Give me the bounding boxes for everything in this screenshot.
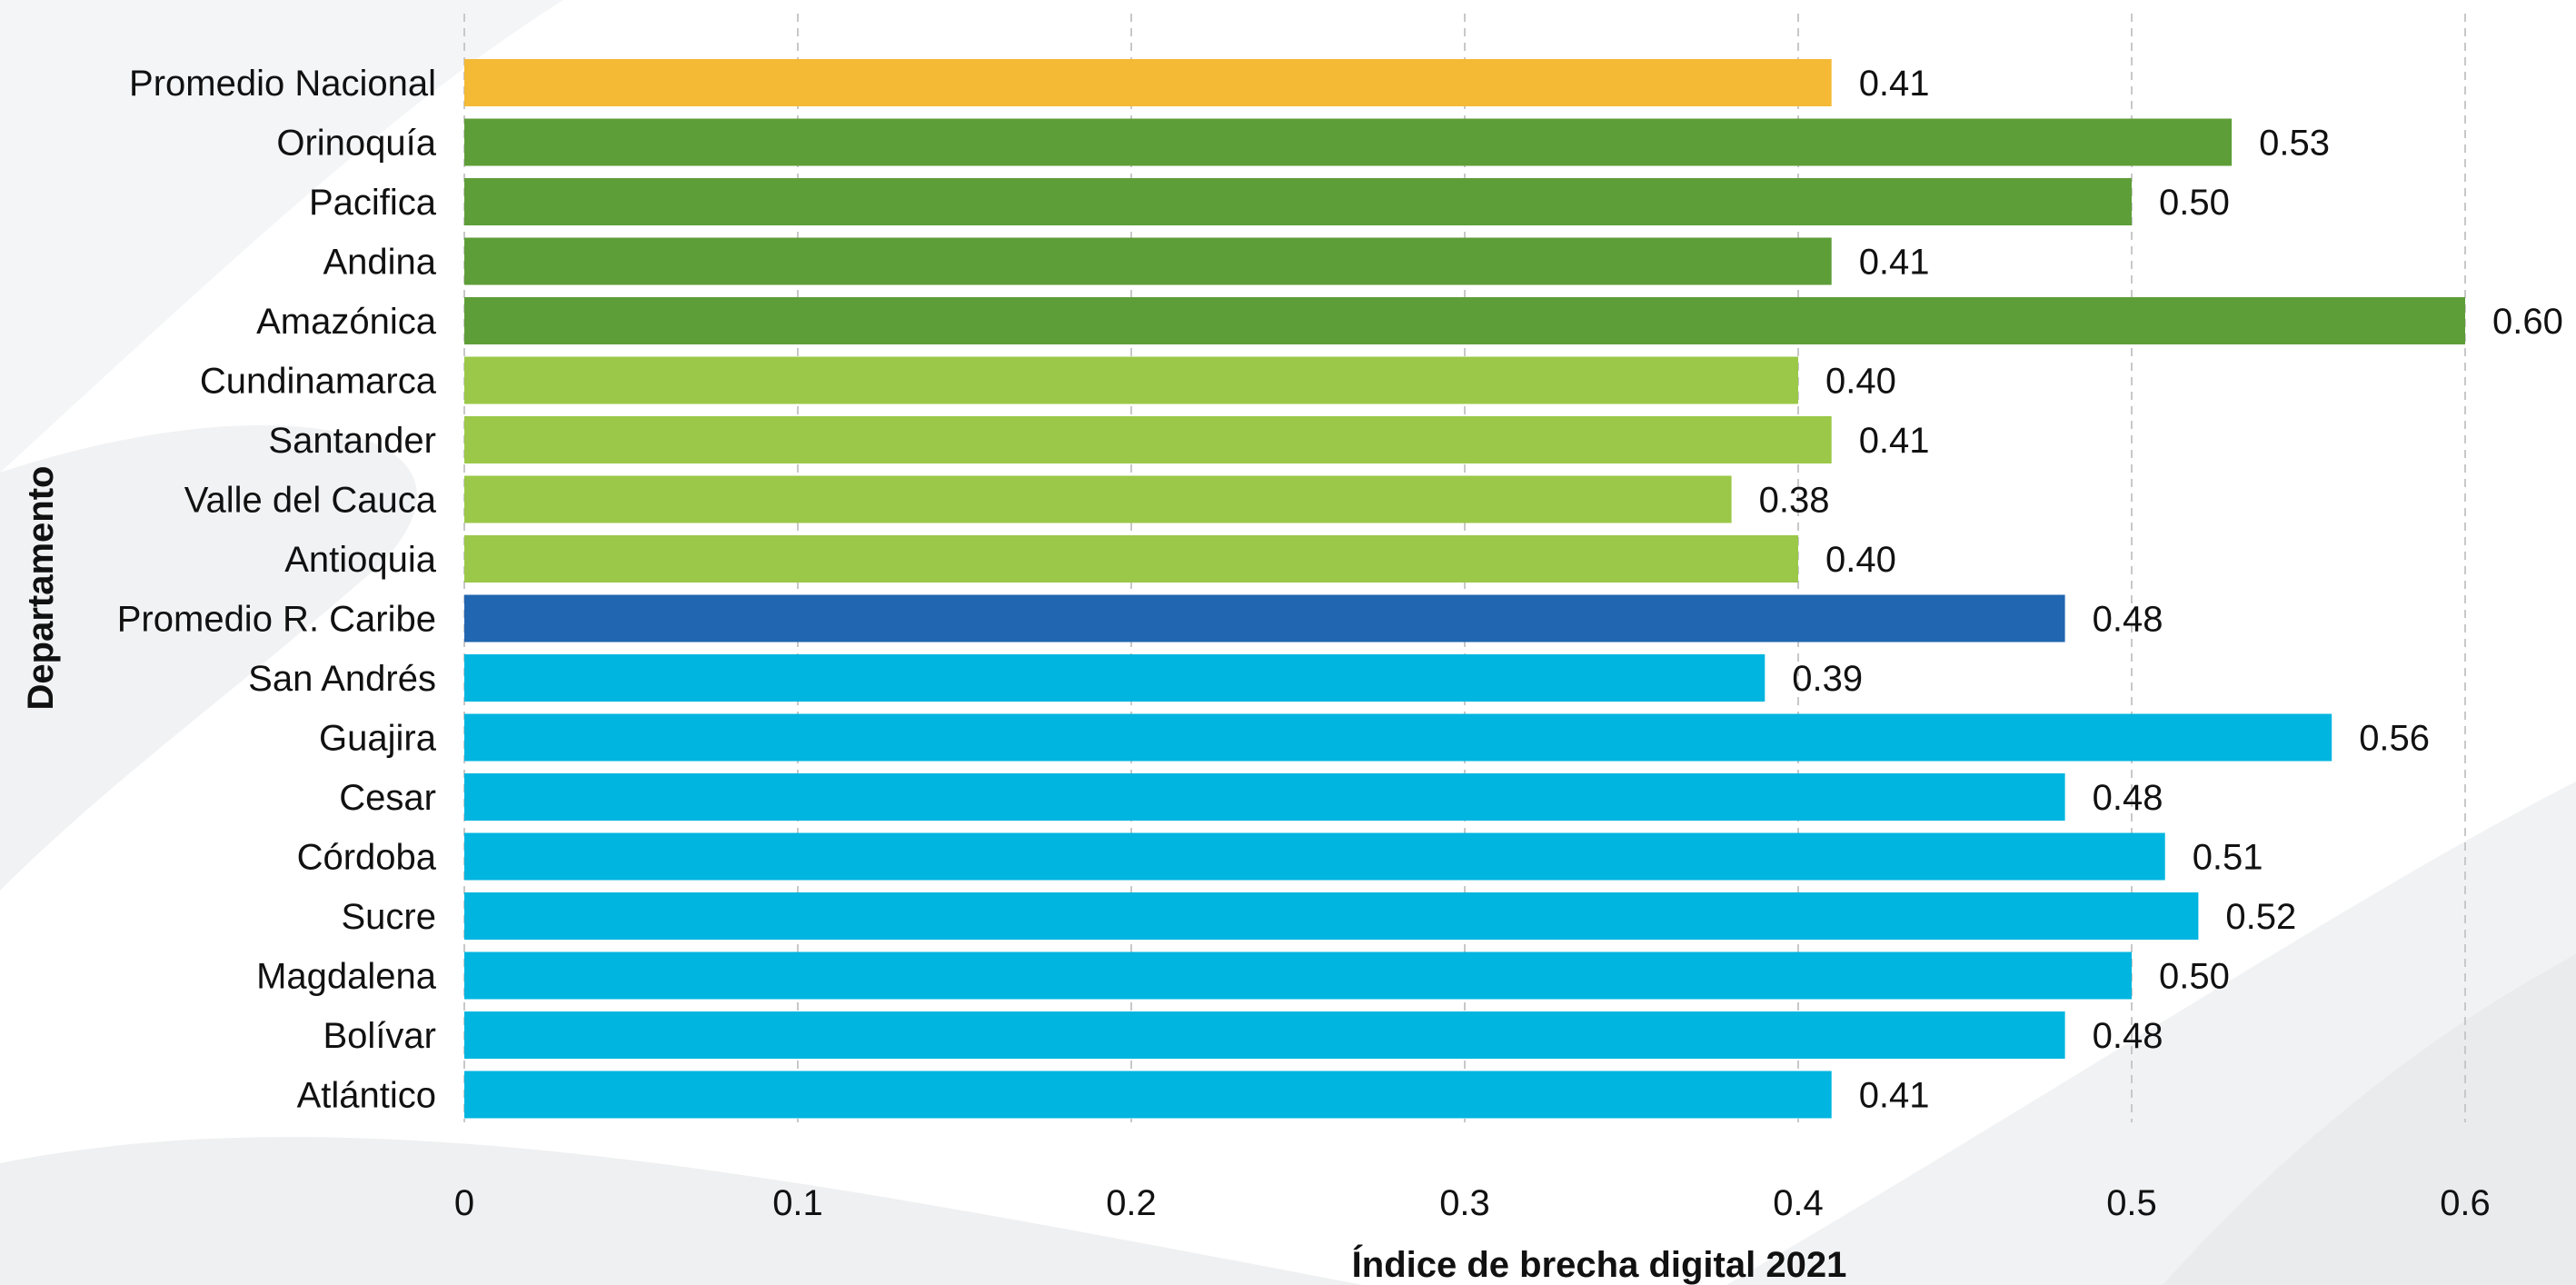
category-label: Atlántico xyxy=(297,1076,436,1116)
value-label: 0.39 xyxy=(1792,659,1863,699)
bar xyxy=(464,892,2199,940)
category-labels: Promedio Nacional Orinoquía Pacifica Andina… xyxy=(117,64,437,1116)
bar xyxy=(464,594,2065,642)
x-tick-label: 0.4 xyxy=(1773,1183,1824,1223)
bars xyxy=(464,59,2465,1119)
x-tick-label: 0.6 xyxy=(2440,1183,2491,1223)
value-label: 0.48 xyxy=(2093,1016,2163,1056)
bar xyxy=(464,713,2332,762)
bar xyxy=(464,1071,1832,1119)
bar xyxy=(464,237,1832,285)
value-label: 0.40 xyxy=(1825,540,1896,580)
category-label: Guajira xyxy=(319,719,437,759)
category-label: San Andrés xyxy=(248,659,436,699)
value-label: 0.48 xyxy=(2093,600,2163,640)
category-label: Promedio Nacional xyxy=(129,64,436,104)
category-label: Bolívar xyxy=(323,1016,437,1056)
category-label: Santander xyxy=(268,421,436,461)
value-labels: 0.41 0.53 0.50 0.41 0.60 0.40 0.41 0.38 0.40 0.48… xyxy=(1759,64,2563,1116)
bar xyxy=(464,178,2132,225)
value-label: 0.51 xyxy=(2193,838,2263,878)
bar xyxy=(464,832,2165,881)
bar xyxy=(464,535,1798,583)
value-label: 0.40 xyxy=(1825,362,1896,402)
x-tick-label: 0 xyxy=(454,1183,474,1223)
category-label: Orinoquía xyxy=(276,124,436,164)
category-label: Sucre xyxy=(342,897,437,937)
value-label: 0.41 xyxy=(1859,243,1930,283)
value-label: 0.41 xyxy=(1859,64,1930,104)
bar xyxy=(464,118,2233,166)
category-label: Pacifica xyxy=(309,183,437,223)
value-label: 0.50 xyxy=(2159,183,2230,223)
bar xyxy=(464,951,2132,1000)
value-label: 0.50 xyxy=(2159,957,2230,997)
category-label: Andina xyxy=(323,243,436,283)
category-label: Cundinamarca xyxy=(200,362,437,402)
x-tick-label: 0.3 xyxy=(1439,1183,1490,1223)
x-tick-labels: 0 0.1 0.2 0.3 0.4 0.5 0.6 xyxy=(454,1183,2491,1223)
category-label: Magdalena xyxy=(256,957,437,997)
value-label: 0.48 xyxy=(2093,778,2163,818)
value-label: 0.41 xyxy=(1859,1076,1930,1116)
category-label: Valle del Cauca xyxy=(184,481,437,521)
value-label: 0.56 xyxy=(2359,719,2430,759)
value-label: 0.53 xyxy=(2259,124,2330,164)
x-tick-label: 0.1 xyxy=(772,1183,823,1223)
category-label: Cesar xyxy=(339,778,436,818)
bar xyxy=(464,654,1765,702)
category-label: Antioquia xyxy=(284,540,437,580)
value-label: 0.38 xyxy=(1759,481,1830,521)
value-label: 0.60 xyxy=(2492,302,2563,342)
bar xyxy=(464,773,2065,821)
bar xyxy=(464,297,2465,344)
x-axis-title: Índice de brecha digital 2021 xyxy=(1352,1244,1847,1285)
category-label: Córdoba xyxy=(297,838,437,878)
value-label: 0.52 xyxy=(2225,897,2296,937)
bar xyxy=(464,59,1832,106)
bar xyxy=(464,356,1798,404)
bar xyxy=(464,475,1732,523)
bar xyxy=(464,416,1832,463)
x-tick-label: 0.2 xyxy=(1106,1183,1157,1223)
category-label: Promedio R. Caribe xyxy=(117,600,436,640)
y-axis-title: Departamento xyxy=(21,466,61,711)
category-label: Amazónica xyxy=(256,302,437,342)
x-tick-label: 0.5 xyxy=(2106,1183,2157,1223)
value-label: 0.41 xyxy=(1859,421,1930,461)
bar xyxy=(464,1011,2065,1059)
